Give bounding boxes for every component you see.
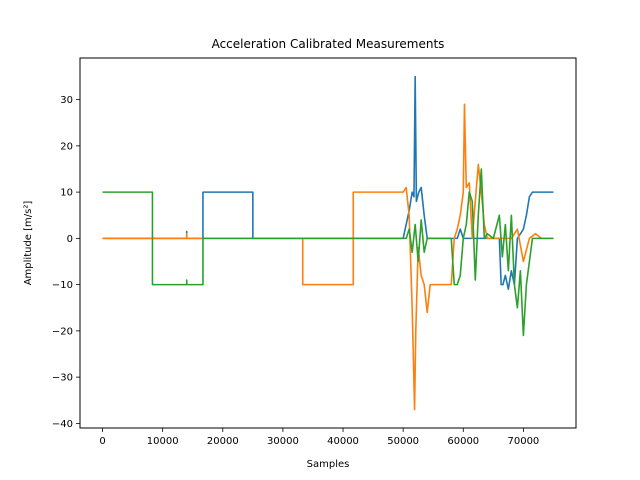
series-line-2: [102, 103, 554, 411]
x-tick-label: 70000: [507, 436, 539, 447]
x-tick-label: 10000: [147, 436, 179, 447]
x-tick-label: 40000: [327, 436, 359, 447]
x-tick-label: 50000: [387, 436, 419, 447]
y-tick-label: 20: [60, 141, 73, 152]
y-tick-label: 30: [60, 95, 73, 106]
y-tick-label: −20: [52, 326, 73, 337]
x-axis: 0 10000 20000 30000 40000 50000 60000 70000: [99, 428, 539, 447]
series-line-3: [102, 168, 554, 337]
plot-frame: [79, 57, 577, 429]
y-tick-label: −40: [52, 419, 73, 430]
x-tick-label: 30000: [267, 436, 299, 447]
x-tick-label: 0: [99, 436, 105, 447]
x-axis-label: Samples: [307, 459, 350, 470]
x-tick-label: 60000: [447, 436, 479, 447]
y-axis-label: Amplitude [m/s²]: [23, 201, 34, 286]
y-tick-label: 10: [60, 188, 73, 199]
y-tick-label: −30: [52, 373, 73, 384]
chart-title: Acceleration Calibrated Measurements: [212, 37, 445, 51]
series-layer: [102, 75, 554, 411]
x-tick-label: 20000: [207, 436, 239, 447]
y-axis: −40 −30 −20 −10 0 10 20 30: [52, 95, 80, 430]
y-tick-label: 0: [67, 234, 73, 245]
y-tick-label: −10: [52, 280, 73, 291]
